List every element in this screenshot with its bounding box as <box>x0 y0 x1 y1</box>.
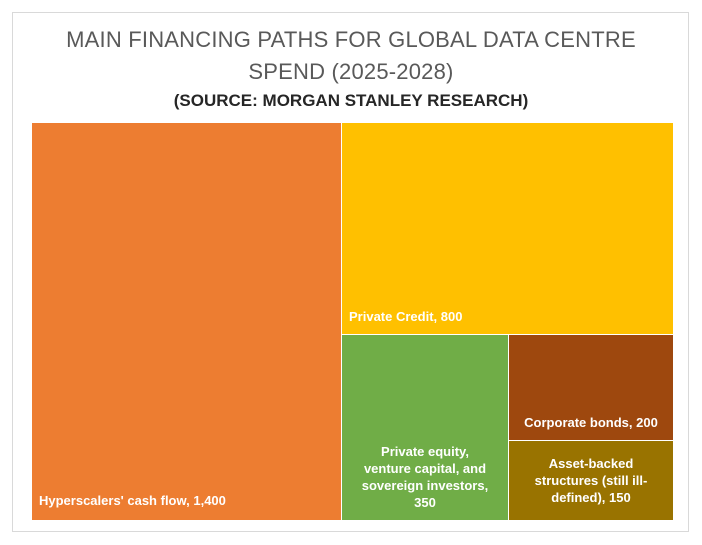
chart-title-line-1: MAIN FINANCING PATHS FOR GLOBAL DATA CEN… <box>66 27 636 52</box>
tile-label: Asset-backed structures (still ill-define… <box>529 455 654 506</box>
tile-label-line: Private Credit, 800 <box>349 309 463 324</box>
chart-title: MAIN FINANCING PATHS FOR GLOBAL DATA CEN… <box>0 24 702 88</box>
tile-label: Hyperscalers' cash flow, 1,400 <box>32 492 226 520</box>
tile-label: Private Credit, 800 <box>342 308 462 334</box>
chart-subtitle: (SOURCE: MORGAN STANLEY RESEARCH) <box>173 91 529 110</box>
tile-label-line: defined), 150 <box>551 490 631 505</box>
tile-label-line: sovereign investors, <box>361 478 489 493</box>
tile-label-line: structures (still ill- <box>534 473 648 488</box>
tile-label-line: venture capital, and <box>363 461 487 476</box>
tile-label-line: Private equity, <box>381 444 469 459</box>
treemap-tile-hyperscalers-cash-flow: Hyperscalers' cash flow, 1,400 <box>31 122 342 521</box>
tile-label-line: Hyperscalers' cash flow, 1,400 <box>39 493 226 508</box>
tile-label-line: Asset-backed <box>548 456 634 471</box>
treemap-tile-asset-backed-structures: Asset-backed structures (still ill-define… <box>508 440 674 521</box>
tile-label: Corporate bonds, 200 <box>524 414 658 440</box>
chart-title-line-2: SPEND (2025-2028) <box>248 59 454 84</box>
tile-label: Private equity, venture capital, and sover… <box>358 443 492 520</box>
tile-label-line: 350 <box>414 495 436 510</box>
treemap-tile-private-equity: Private equity, venture capital, and sover… <box>341 334 509 521</box>
treemap-tile-corporate-bonds: Corporate bonds, 200 <box>508 334 674 441</box>
tile-label-line: Corporate bonds, 200 <box>524 415 658 430</box>
treemap-tile-private-credit: Private Credit, 800 <box>341 122 674 335</box>
